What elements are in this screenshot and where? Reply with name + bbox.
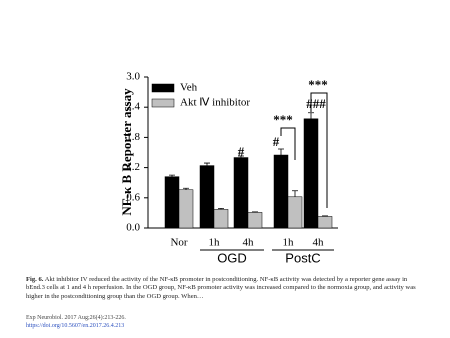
- error-bar: [183, 187, 189, 190]
- y-tick-label: 1.8: [126, 131, 140, 143]
- error-bar: [322, 215, 328, 217]
- journal: Exp Neurobiol. 2017 Aug;26(4):213-226.: [26, 315, 126, 321]
- citation: Exp Neurobiol. 2017 Aug;26(4):213-226. ht…: [26, 315, 126, 330]
- bar: [303, 118, 319, 229]
- doi-link[interactable]: https://doi.org/10.5607/en.2017.26.4.213: [26, 322, 125, 329]
- legend-swatch: [151, 83, 175, 93]
- caption-label: Fig. 6.: [26, 276, 44, 283]
- error-bar: [308, 112, 314, 119]
- error-bar: [218, 207, 224, 210]
- y-tick-label: 3.0: [126, 71, 140, 83]
- annotation: #: [273, 134, 280, 149]
- y-tick-label: 2.4: [126, 101, 140, 113]
- annotation: #: [238, 144, 245, 159]
- error-bar: [278, 148, 284, 156]
- y-tick-label: 0.6: [126, 191, 140, 203]
- y-tick-label: 1.2: [126, 161, 140, 173]
- caption: Fig. 6. Akt inhibitor IV reduced the act…: [26, 276, 426, 301]
- error-bar: [238, 155, 244, 158]
- bar: [273, 154, 289, 229]
- bar: [247, 212, 263, 229]
- bar: [178, 189, 194, 229]
- group-label: OGD: [217, 250, 247, 265]
- error-bar: [169, 174, 175, 177]
- significance-bracket: [280, 127, 296, 160]
- caption-text: Akt inhibitor IV reduced the activity of…: [26, 276, 416, 300]
- bar: [199, 165, 215, 229]
- legend-label: Veh: [180, 82, 198, 94]
- x-tick-label: 1h: [209, 237, 221, 249]
- bar: [287, 196, 303, 229]
- annotation: ***: [273, 112, 293, 127]
- legend-label: Akt Ⅳ inhibitor: [180, 97, 250, 109]
- group-label: PostC: [285, 250, 320, 265]
- x-tick-label: Nor: [170, 237, 187, 249]
- chart: NF-κ B Reporter assay 0.0 0.6 1.2 1.8 2.4 3.0…: [119, 71, 338, 265]
- x-tick-label: 1h: [283, 237, 295, 249]
- y-tick-label: 0.0: [126, 222, 140, 234]
- error-bar: [252, 211, 258, 213]
- error-bar: [292, 190, 298, 197]
- bar: [164, 176, 180, 229]
- bar: [317, 216, 333, 229]
- bar: [213, 209, 229, 229]
- bar: [233, 157, 249, 229]
- x-tick-label: 4h: [313, 237, 325, 249]
- x-tick-label: 4h: [243, 237, 255, 249]
- y-axis-label: NF-κ B Reporter assay: [119, 88, 134, 216]
- annotation: ***: [308, 77, 328, 92]
- annotation: ###: [306, 96, 326, 111]
- legend-swatch: [151, 98, 175, 108]
- significance-bracket: [310, 92, 328, 208]
- error-bar: [204, 162, 210, 166]
